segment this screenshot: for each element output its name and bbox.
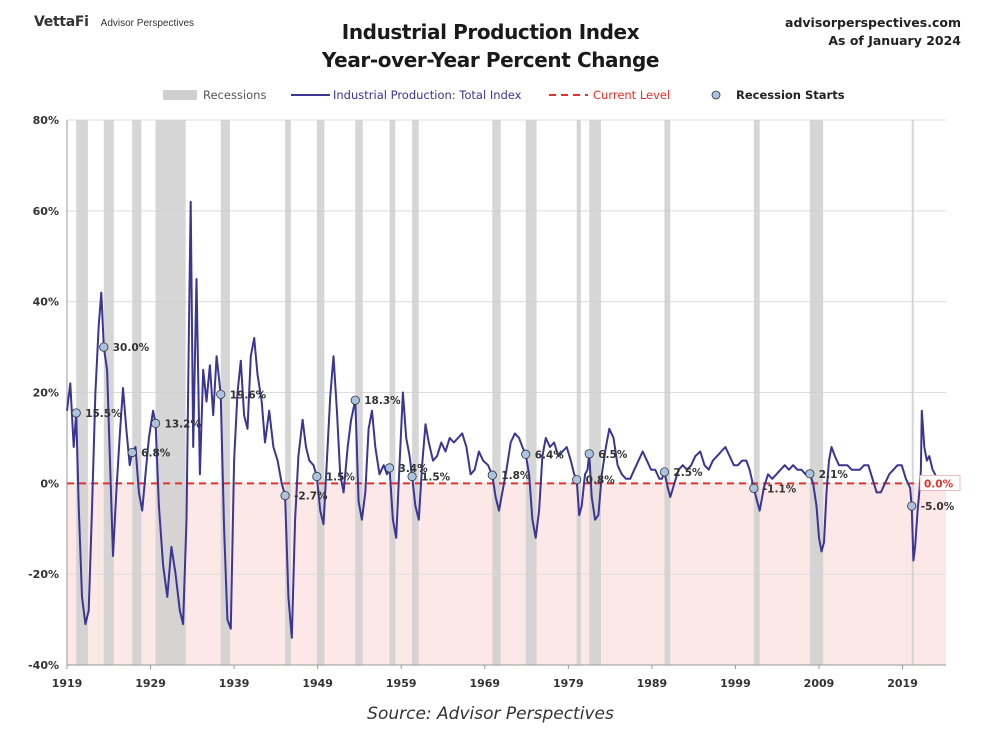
recession-start-label: -2.7%	[294, 491, 328, 503]
recession-start-label: 19.6%	[230, 389, 267, 401]
recession-start-label: 2.1%	[819, 469, 849, 481]
x-tick-label: 1949	[302, 677, 333, 690]
site-name: advisorperspectives.com	[785, 15, 961, 30]
legend-label-series: Industrial Production: Total Index	[333, 88, 522, 102]
recession-band	[220, 120, 230, 665]
x-tick-label: 1959	[386, 677, 417, 690]
recession-band	[355, 120, 363, 665]
recession-start-marker	[150, 418, 161, 428]
recession-band	[525, 120, 537, 665]
recession-start-label: 6.4%	[535, 449, 565, 461]
recession-start-marker	[71, 408, 81, 418]
x-tick-label: 1939	[219, 677, 250, 690]
y-tick-label: 40%	[33, 296, 59, 309]
recession-start-marker	[127, 447, 137, 458]
recession-band	[316, 120, 325, 665]
x-tick-label: 1929	[135, 677, 166, 690]
recession-band	[132, 120, 142, 665]
recession-start-marker	[312, 471, 322, 482]
brand-primary: VettaFi	[34, 14, 89, 30]
y-tick-label: 60%	[33, 205, 59, 218]
recession-start-label: 2.5%	[673, 467, 703, 479]
plot-area: -40% -20% 0% 20% 40% 60% 80% 1919 1929 1939 1949 19…	[28, 114, 961, 690]
recession-start-marker	[407, 471, 417, 482]
recession-start-marker	[216, 389, 226, 399]
recession-band	[285, 120, 291, 665]
recession-band	[589, 120, 601, 665]
recession-start-label: 6.5%	[598, 449, 628, 461]
recession-start-label: 30.0%	[113, 342, 150, 354]
x-tick-label: 1969	[469, 677, 500, 690]
current-level-label-box	[919, 474, 961, 491]
recession-start-marker	[99, 342, 109, 352]
recession-start-marker	[350, 395, 360, 405]
recession-start-marker	[572, 475, 582, 485]
recession-start-marker	[280, 490, 290, 501]
recession-band	[76, 120, 88, 665]
recession-start-label: -1.1%	[763, 483, 797, 495]
title-line-2: Year-over-Year Percent Change	[321, 48, 660, 72]
legend-label-recessions: Recessions	[203, 88, 266, 102]
chart-title: Industrial Production Index Year-over-Ye…	[0, 18, 981, 74]
recession-band	[492, 120, 501, 665]
x-tick-label: 1979	[553, 677, 584, 690]
recession-band	[412, 120, 419, 665]
recession-start-marker	[521, 449, 531, 459]
y-tick-label: 80%	[33, 114, 59, 127]
x-tick-label: 1989	[637, 677, 668, 690]
y-tick-label: 0%	[40, 477, 59, 490]
recession-start-label: 1.5%	[421, 472, 451, 484]
recession-start-marker	[487, 470, 497, 480]
y-tick-label: -40%	[28, 659, 59, 672]
recession-start-marker	[907, 501, 917, 511]
recession-start-label: 0.8%	[586, 475, 616, 487]
legend-swatch-starts	[711, 90, 721, 100]
site-info: advisorperspectives.com As of January 20…	[785, 14, 961, 50]
recession-start-marker	[749, 483, 759, 493]
recession-band	[664, 120, 671, 665]
recession-start-label: 6.8%	[141, 447, 171, 459]
recession-start-label: 18.3%	[364, 395, 401, 407]
recession-band	[389, 120, 396, 665]
brand-logo: VettaFi Advisor Perspectives	[34, 14, 194, 30]
recession-band	[155, 120, 186, 665]
legend-swatch-recessions	[163, 90, 197, 100]
chart: Recessions Industrial Production: Total I…	[28, 88, 961, 690]
recession-start-label: -5.0%	[921, 501, 955, 513]
legend: Recessions Industrial Production: Total I…	[163, 88, 845, 102]
as-of-date: As of January 2024	[828, 33, 961, 48]
recession-band	[809, 120, 824, 665]
recession-band	[576, 120, 581, 665]
recession-start-marker	[659, 467, 670, 477]
x-tick-label: 1999	[720, 677, 751, 690]
legend-label-current: Current Level	[593, 88, 670, 102]
current-level-label: 0.0%	[924, 478, 954, 490]
recession-start-label: 15.5%	[85, 408, 122, 420]
recession-start-marker	[384, 463, 395, 473]
brand-secondary: Advisor Perspectives	[100, 18, 195, 29]
y-tick-label: 20%	[33, 387, 59, 400]
recession-start-marker	[584, 449, 594, 459]
title-line-1: Industrial Production Index	[341, 20, 640, 44]
legend-label-starts: Recession Starts	[736, 88, 845, 102]
recession-start-label: 13.2%	[165, 418, 202, 430]
recession-start-marker	[805, 469, 815, 479]
recession-start-label: 1.5%	[326, 472, 356, 484]
y-tick-label: -20%	[28, 568, 59, 581]
series-line	[66, 200, 947, 639]
source-caption: Source: Advisor Perspectives	[367, 704, 614, 724]
x-tick-label: 2019	[887, 677, 918, 690]
recession-start-label: 1.8%	[501, 470, 531, 482]
x-tick-label: 1919	[52, 677, 83, 690]
recession-band	[911, 120, 914, 665]
x-tick-label: 2009	[804, 677, 835, 690]
recession-start-label: 3.4%	[399, 463, 429, 475]
recession-band	[753, 120, 760, 665]
